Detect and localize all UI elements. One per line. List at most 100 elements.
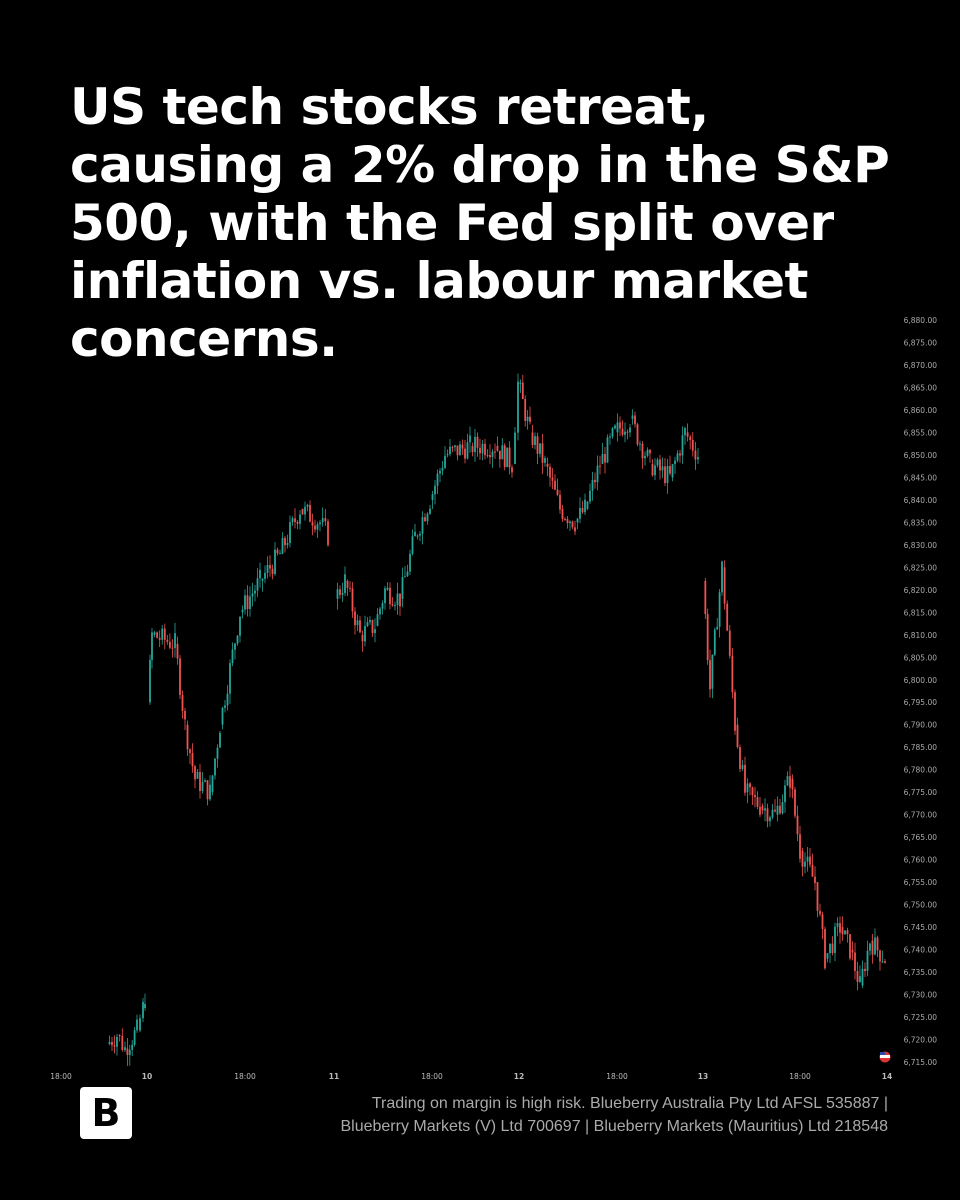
y-tick-label: 6,765.00 xyxy=(904,833,938,842)
candle-body xyxy=(429,508,431,514)
candle-body xyxy=(498,450,501,460)
candle-body xyxy=(116,1037,118,1047)
candle-body xyxy=(153,632,156,635)
candle-body xyxy=(259,569,261,579)
candle-body xyxy=(224,705,226,708)
candle-body xyxy=(734,692,736,731)
y-tick-label: 6,740.00 xyxy=(904,946,938,955)
candle-body xyxy=(406,571,409,577)
candle-body xyxy=(521,382,524,400)
candle-body xyxy=(506,447,509,468)
candle-body xyxy=(536,436,539,454)
y-tick-label: 6,750.00 xyxy=(904,901,938,910)
x-tick-label: 18:00 xyxy=(606,1072,628,1081)
candle-body xyxy=(189,749,191,754)
candle-body xyxy=(836,923,839,927)
x-tick-label: 18:00 xyxy=(234,1072,256,1081)
candle-body xyxy=(771,809,774,818)
candle-body xyxy=(176,643,179,659)
candle-body xyxy=(184,710,186,720)
candle-body xyxy=(131,1044,134,1050)
candle-body xyxy=(586,501,589,509)
candle-body xyxy=(561,508,564,520)
candle-body xyxy=(581,507,584,513)
candle-body xyxy=(764,808,766,811)
candle-body xyxy=(706,614,709,661)
candle-body xyxy=(151,632,153,660)
candle-body xyxy=(769,817,771,822)
candle-body xyxy=(579,507,581,519)
candle-body xyxy=(379,608,381,615)
candle-body xyxy=(826,953,829,959)
candle-body xyxy=(786,776,789,786)
candle-body xyxy=(856,970,859,982)
candle-body xyxy=(166,639,169,642)
candle-body xyxy=(376,614,379,626)
y-tick-label: 6,715.00 xyxy=(904,1058,938,1067)
candle-body xyxy=(596,465,599,483)
y-tick-label: 6,870.00 xyxy=(904,361,938,370)
candle-body xyxy=(466,442,469,459)
y-tick-label: 6,720.00 xyxy=(904,1036,938,1045)
candle-body xyxy=(599,465,601,467)
candle-body xyxy=(779,805,781,814)
candle-body xyxy=(311,521,314,526)
y-tick-label: 6,785.00 xyxy=(904,743,938,752)
candle-body xyxy=(776,805,779,815)
candle-body xyxy=(851,949,854,953)
candle-body xyxy=(546,463,549,467)
candle-body xyxy=(239,616,241,636)
candle-body xyxy=(517,381,519,433)
candle-body xyxy=(679,453,681,456)
candle-body xyxy=(174,633,176,648)
candle-body xyxy=(728,630,731,656)
candle-body xyxy=(241,609,244,613)
candle-body xyxy=(386,587,389,590)
candle-body xyxy=(584,499,586,513)
candle-body xyxy=(861,968,864,986)
candle-body xyxy=(571,521,574,528)
candle-body xyxy=(296,521,299,524)
candle-body xyxy=(736,724,739,748)
y-tick-label: 6,865.00 xyxy=(904,383,938,392)
candle-body xyxy=(163,628,166,640)
candle-body xyxy=(526,416,529,421)
candle-body xyxy=(446,454,449,456)
y-tick-label: 6,855.00 xyxy=(904,428,938,437)
candle-body xyxy=(424,517,426,522)
candle-body xyxy=(491,451,494,458)
candle-body xyxy=(118,1035,121,1037)
candle-body xyxy=(694,450,697,460)
candle-body xyxy=(821,914,824,930)
candle-body xyxy=(799,834,801,859)
candle-body xyxy=(486,455,489,457)
candle-body xyxy=(301,508,304,515)
candle-body xyxy=(471,445,474,453)
candle-body xyxy=(739,747,741,770)
candle-body xyxy=(344,574,346,593)
candle-body xyxy=(619,422,621,429)
candle-body xyxy=(231,649,234,664)
candle-body xyxy=(794,789,796,816)
candle-body xyxy=(249,596,251,610)
candle-body xyxy=(718,592,721,627)
candle-body xyxy=(539,443,541,454)
candle-body xyxy=(289,522,291,543)
candle-body xyxy=(689,436,692,440)
candle-body xyxy=(564,519,566,521)
candle-body xyxy=(371,620,374,634)
price-chart: 6,880.00 6,875.00 6,870.00 6,865.00 6,860.00… xyxy=(50,316,938,1081)
candle-body xyxy=(726,603,729,631)
candle-body xyxy=(651,463,654,476)
candle-body xyxy=(221,707,224,725)
candle-body xyxy=(749,783,751,788)
candle-body xyxy=(819,910,821,915)
y-tick-label: 6,820.00 xyxy=(904,586,938,595)
candle-body xyxy=(811,864,814,877)
candle-body xyxy=(294,518,296,522)
x-tick-label: 11 xyxy=(329,1072,339,1081)
x-tick-label: 18:00 xyxy=(789,1072,811,1081)
candle-body xyxy=(854,952,856,971)
candle-body xyxy=(369,620,371,623)
candle-body xyxy=(656,459,659,466)
